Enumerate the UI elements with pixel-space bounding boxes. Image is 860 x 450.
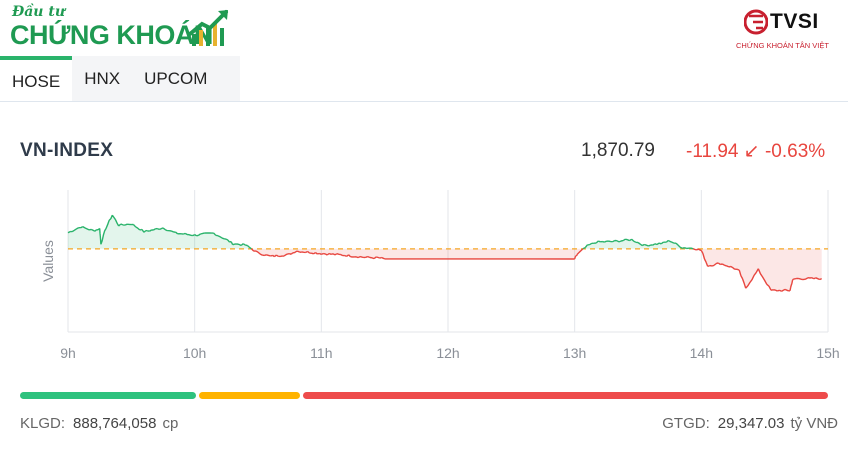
broker-logo-name: TVSI — [770, 10, 819, 33]
series-line-down — [250, 248, 822, 292]
trading-value-label: GTGD: — [662, 415, 710, 432]
x-axis-ticks: 9h 10h 11h 12h 13h 14h 15h — [60, 345, 839, 361]
trading-volume: KLGD: 888,764,058 cp — [20, 415, 178, 432]
brand-logo-small-text: Đầu tư — [12, 4, 66, 20]
tab-upcom[interactable]: UPCOM — [144, 69, 208, 88]
x-tick-label: 15h — [816, 345, 839, 361]
tab-hose[interactable]: HOSE — [0, 56, 73, 104]
market-breadth-bar — [20, 392, 828, 399]
brand-logo[interactable]: Đầu tư CHỨNG KHOÁN — [8, 4, 238, 52]
x-tick-label: 14h — [690, 345, 713, 361]
index-name: VN-INDEX — [20, 140, 114, 161]
arrow-down-left-icon: ↙ — [743, 141, 760, 162]
trading-volume-unit: cp — [162, 415, 179, 432]
broker-logo-mark-icon — [744, 9, 768, 35]
intraday-chart[interactable]: 9h 10h 11h 12h 13h 14h 15h Values — [0, 180, 860, 372]
breadth-segment-unchanged — [199, 392, 300, 399]
tabs-divider — [0, 101, 848, 102]
x-tick-label: 13h — [563, 345, 586, 361]
x-tick-label: 11h — [310, 345, 332, 361]
broker-logo-subtitle: CHỨNG KHOÁN TÂN VIỆT — [736, 41, 829, 50]
x-tick-label: 9h — [60, 345, 76, 361]
exchange-tabs: HOSE HNX UPCOM — [0, 56, 240, 104]
chart-area-up — [68, 215, 694, 249]
breadth-segment-advancers — [20, 392, 197, 399]
brand-logo-title: CHỨNG KHOÁN — [10, 20, 213, 50]
index-value: 1,870.79 — [581, 140, 655, 161]
index-change-percent: -0.63% — [764, 141, 826, 162]
chart-grid — [67, 190, 829, 333]
trading-value-value: 29,347.03 — [717, 415, 785, 432]
tab-hnx[interactable]: HNX — [84, 69, 121, 88]
trading-value: GTGD: 29,347.03 tỷ VNĐ — [662, 415, 838, 432]
index-change: -11.94 ↙ -0.63% — [686, 140, 825, 163]
index-change-points: -11.94 — [686, 141, 739, 162]
chart-area-down — [251, 248, 822, 292]
x-tick-label: 10h — [183, 345, 206, 361]
breadth-segment-decliners — [302, 392, 828, 399]
trading-value-unit: tỷ VNĐ — [790, 415, 838, 432]
trading-volume-value: 888,764,058 — [73, 415, 157, 432]
trend-chart-icon — [188, 10, 228, 46]
y-axis-label: Values — [40, 240, 56, 282]
series-line-up — [67, 214, 694, 250]
x-tick-label: 12h — [436, 345, 459, 361]
trading-volume-label: KLGD: — [20, 415, 66, 432]
broker-logo[interactable]: TVSI CHỨNG KHOÁN TÂN VIỆT — [736, 6, 846, 54]
